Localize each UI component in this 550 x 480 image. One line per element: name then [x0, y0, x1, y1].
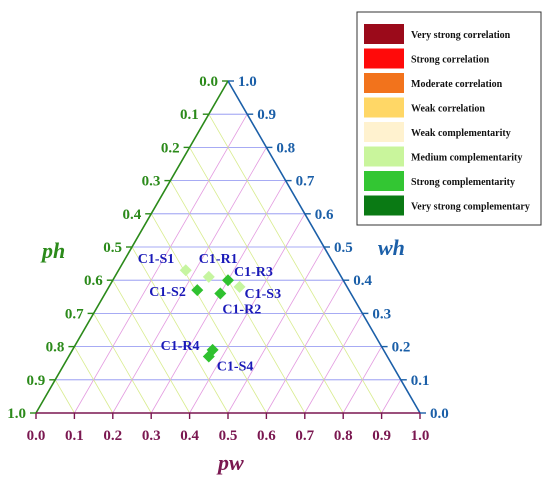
grid-line-ph: [54, 379, 75, 414]
point-label-c1-r4: C1-R4: [161, 339, 200, 354]
grid-line-ph: [150, 213, 267, 414]
data-point-c1-r1: [202, 270, 215, 283]
legend: Very strong correlation Strong correlatio…: [356, 11, 542, 226]
tick-label-ph: 0.3: [142, 174, 161, 190]
tick-label-pw: 0.8: [334, 428, 353, 444]
tick-label-ph: 0.1: [180, 107, 199, 123]
tick-label-wh: 0.7: [296, 174, 315, 190]
legend-label: Strong correlation: [411, 55, 490, 66]
grid-line-ph: [189, 147, 344, 414]
tick-label-pw: 0.0: [27, 428, 46, 444]
data-points: [179, 264, 246, 363]
legend-label: Strong complementarity: [411, 177, 515, 188]
tick-label-ph: 0.4: [122, 207, 141, 223]
legend-swatch: [364, 73, 404, 93]
point-label-c1-s1: C1-S1: [138, 252, 175, 267]
tick-label-wh: 0.3: [372, 306, 391, 322]
grid-line-ph: [74, 346, 114, 414]
tick-label-wh: 1.0: [238, 74, 257, 90]
grid-line-pw: [304, 313, 363, 414]
tick-label-wh: 0.8: [276, 140, 295, 156]
tick-label-wh: 0.1: [411, 373, 430, 389]
grid-line-ph: [131, 246, 229, 414]
tick-label-pw: 0.4: [180, 428, 199, 444]
tick-label-pw: 0.9: [372, 428, 391, 444]
tick-label-ph: 0.6: [84, 273, 103, 289]
legend-label: Medium complementarity: [411, 153, 522, 164]
tick-label-pw: 0.5: [219, 428, 238, 444]
data-point-c1-s1: [179, 264, 192, 277]
tick-label-pw: 0.6: [257, 428, 276, 444]
legend-swatch: [364, 24, 404, 44]
data-point-c1-s3: [233, 280, 246, 293]
tick-label-wh: 0.0: [430, 406, 449, 422]
legend-label: Very strong correlation: [411, 30, 511, 41]
point-label-c1-r3: C1-R3: [234, 265, 273, 280]
axis-titles: ph wh pw: [40, 235, 405, 475]
point-label-c1-s3: C1-S3: [245, 287, 282, 302]
tick-label-pw: 0.7: [295, 428, 314, 444]
grid-lines: [54, 113, 402, 414]
grid-line-pw: [74, 113, 248, 414]
tick-label-pw: 1.0: [411, 428, 430, 444]
tick-label-pw: 0.2: [103, 428, 122, 444]
point-label-c1-r1: C1-R1: [199, 252, 238, 267]
data-point-c1-r2: [214, 287, 227, 300]
legend-swatch: [364, 97, 404, 118]
tick-label-pw: 0.3: [142, 428, 161, 444]
legend-swatch: [364, 122, 404, 142]
tick-label-ph: 0.7: [65, 306, 84, 322]
tick-label-ph: 0.5: [103, 240, 122, 256]
tick-label-ph: 0.2: [161, 140, 180, 156]
grid-line-pw: [381, 379, 402, 414]
legend-swatch: [364, 171, 404, 191]
legend-label: Moderate correlation: [411, 79, 503, 90]
legend-label: Weak correlation: [411, 104, 485, 115]
tick-label-wh: 0.5: [334, 240, 353, 256]
tick-label-wh: 0.2: [392, 340, 411, 356]
data-point-c1-r3: [222, 274, 234, 287]
point-label-c1-s2: C1-S2: [149, 285, 186, 300]
legend-swatch: [364, 48, 404, 69]
tick-label-wh: 0.6: [315, 207, 334, 223]
point-label-c1-r2: C1-R2: [222, 302, 261, 317]
legend-label: Very strong complementary: [411, 202, 530, 213]
tick-label-ph: 1.0: [7, 406, 26, 422]
data-point-c1-s4: [202, 350, 215, 363]
grid-line-pw: [227, 246, 325, 414]
tick-label-pw: 0.1: [65, 428, 84, 444]
tick-label-wh: 0.4: [353, 273, 372, 289]
tick-label-ph: 0.9: [26, 373, 45, 389]
grid-line-ph: [208, 113, 382, 414]
axis-title-pw: pw: [216, 450, 244, 475]
axis-ticks: 0.0 0.1 0.2 0.3 0.4 0.5 0.6 0.7 0.8 0.9 1.00.00.10…: [7, 74, 449, 444]
grid-line-ph: [93, 313, 152, 414]
grid-line-ph: [112, 279, 190, 414]
tick-label-ph: 0.8: [46, 340, 65, 356]
point-label-c1-s4: C1-S4: [217, 360, 254, 375]
tick-label-wh: 0.9: [257, 107, 276, 123]
legend-swatch: [364, 195, 404, 216]
axis-title-wh: wh: [378, 235, 405, 260]
axis-title-ph: ph: [40, 238, 65, 263]
grid-line-ph: [170, 180, 306, 414]
data-point-c1-s2: [191, 284, 204, 297]
tick-label-ph: 0.0: [199, 74, 218, 90]
legend-swatch: [364, 146, 404, 167]
legend-label: Weak complementarity: [411, 128, 511, 139]
